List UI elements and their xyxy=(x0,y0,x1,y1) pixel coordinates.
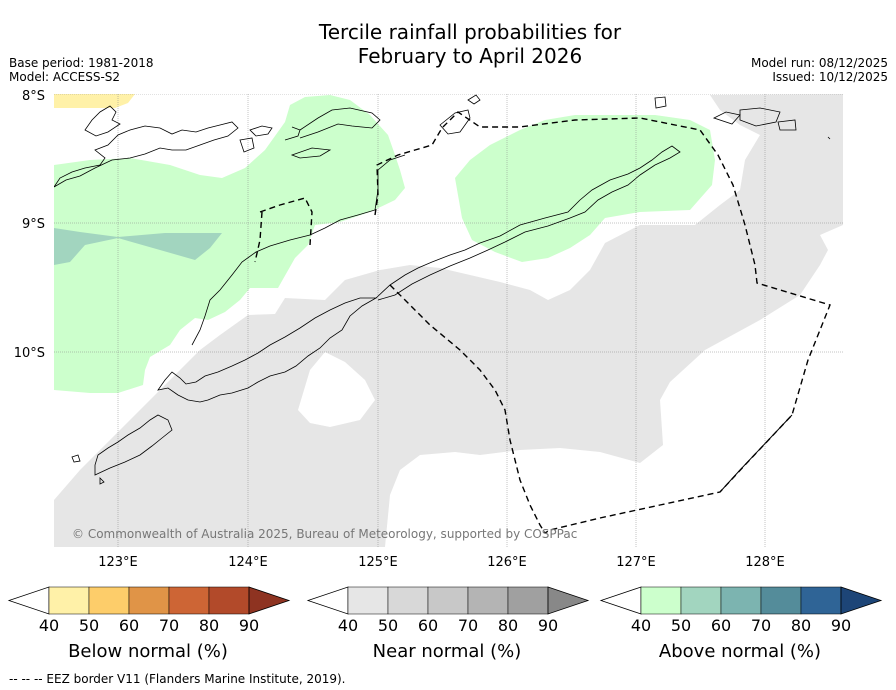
colorbar-above-tick: 60 xyxy=(711,616,731,635)
lat-label-10s: 10°S xyxy=(14,346,45,361)
above-normal-50-wedge xyxy=(54,228,222,265)
below-normal-patch xyxy=(54,94,135,108)
colorbar-near-segment xyxy=(387,586,429,615)
colorbar-above-tick: 80 xyxy=(791,616,811,635)
colorbar-near-segment xyxy=(347,586,389,615)
copyright-text: © Commonwealth of Australia 2025, Bureau… xyxy=(72,527,577,541)
colorbar-below-segment xyxy=(48,586,90,615)
graticule xyxy=(54,94,843,547)
lon-label-125e: 125°E xyxy=(358,555,398,570)
lon-label-126e: 126°E xyxy=(487,555,527,570)
title-line-2: February to April 2026 xyxy=(357,44,583,68)
lon-label-128e: 128°E xyxy=(745,555,785,570)
colorbar-below-tick: 40 xyxy=(39,616,59,635)
colorbar-above-tick: 70 xyxy=(751,616,771,635)
model-run: Model run: 08/12/2025 xyxy=(750,56,888,70)
colorbar-near-max-triangle xyxy=(547,586,590,615)
metadata-left: Base period: 1981-2018 Model: ACCESS-S2 xyxy=(9,56,154,84)
colorbar-near-tick: 90 xyxy=(538,616,558,635)
colorbar-below-segment xyxy=(168,586,210,615)
lon-label-127e: 127°E xyxy=(616,555,656,570)
colorbar-below-max-triangle xyxy=(248,586,291,615)
colorbar-above-segment xyxy=(680,586,722,615)
eez-footnote: -- -- -- EEZ border V11 (Flanders Marine… xyxy=(9,672,346,686)
colorbar-below-tick: 80 xyxy=(199,616,219,635)
colorbar-near-tick: 50 xyxy=(378,616,398,635)
colorbar-below-tick: 50 xyxy=(79,616,99,635)
eez-border-east-solid xyxy=(719,414,793,493)
colorbar-below-segment xyxy=(128,586,170,615)
colorbar-below-min-triangle xyxy=(7,586,50,615)
colorbar-below-segment xyxy=(88,586,130,615)
model-name: Model: ACCESS-S2 xyxy=(9,70,121,84)
lat-label-8s: 8°S xyxy=(22,89,45,104)
colorbar-above-segment xyxy=(760,586,802,615)
colorbar-above-segment xyxy=(800,586,842,615)
colorbar-below-tick: 90 xyxy=(239,616,259,635)
colorbar-above-tick: 90 xyxy=(831,616,851,635)
colorbar-near-tick: 40 xyxy=(338,616,358,635)
colorbar-above-normal: 40 50 60 70 80 90 xyxy=(599,586,883,635)
colorbar-below-normal: 40 50 60 70 80 90 xyxy=(7,586,291,635)
colorbar-near-label: Near normal (%) xyxy=(373,641,522,662)
colorbar-above-max-triangle xyxy=(840,586,883,615)
colorbar-below-tick: 60 xyxy=(119,616,139,635)
colorbar-near-normal: 40 50 60 70 80 90 xyxy=(306,586,590,635)
colorbar-near-tick: 60 xyxy=(418,616,438,635)
lon-label-123e: 123°E xyxy=(98,555,138,570)
colorbar-near-segment xyxy=(507,586,549,615)
above-normal-region-west xyxy=(54,95,405,393)
colorbar-above-tick: 40 xyxy=(631,616,651,635)
lat-label-9s: 9°S xyxy=(22,217,45,232)
colorbar-below-label: Below normal (%) xyxy=(68,641,228,662)
chart-title: Tercile rainfall probabilities for Febru… xyxy=(0,20,896,68)
colorbar-above-label: Above normal (%) xyxy=(659,641,821,662)
colorbar-below-segment xyxy=(208,586,250,615)
metadata-right: Model run: 08/12/2025 Issued: 10/12/2025 xyxy=(751,56,888,84)
colorbar-near-segment xyxy=(427,586,469,615)
colorbar-near-tick: 70 xyxy=(458,616,478,635)
colorbar-below-tick: 70 xyxy=(159,616,179,635)
colorbar-above-min-triangle xyxy=(599,586,642,615)
colorbar-near-segment xyxy=(467,586,509,615)
lon-label-124e: 124°E xyxy=(228,555,268,570)
near-normal-region xyxy=(54,94,843,547)
base-period: Base period: 1981-2018 xyxy=(9,56,154,70)
colorbar-above-segment xyxy=(720,586,762,615)
colorbar-near-tick: 80 xyxy=(498,616,518,635)
colorbar-above-tick: 50 xyxy=(671,616,691,635)
issued-date: Issued: 10/12/2025 xyxy=(772,70,888,84)
colorbar-above-segment xyxy=(640,586,682,615)
title-line-1: Tercile rainfall probabilities for xyxy=(318,20,622,44)
colorbar-near-min-triangle xyxy=(306,586,349,615)
